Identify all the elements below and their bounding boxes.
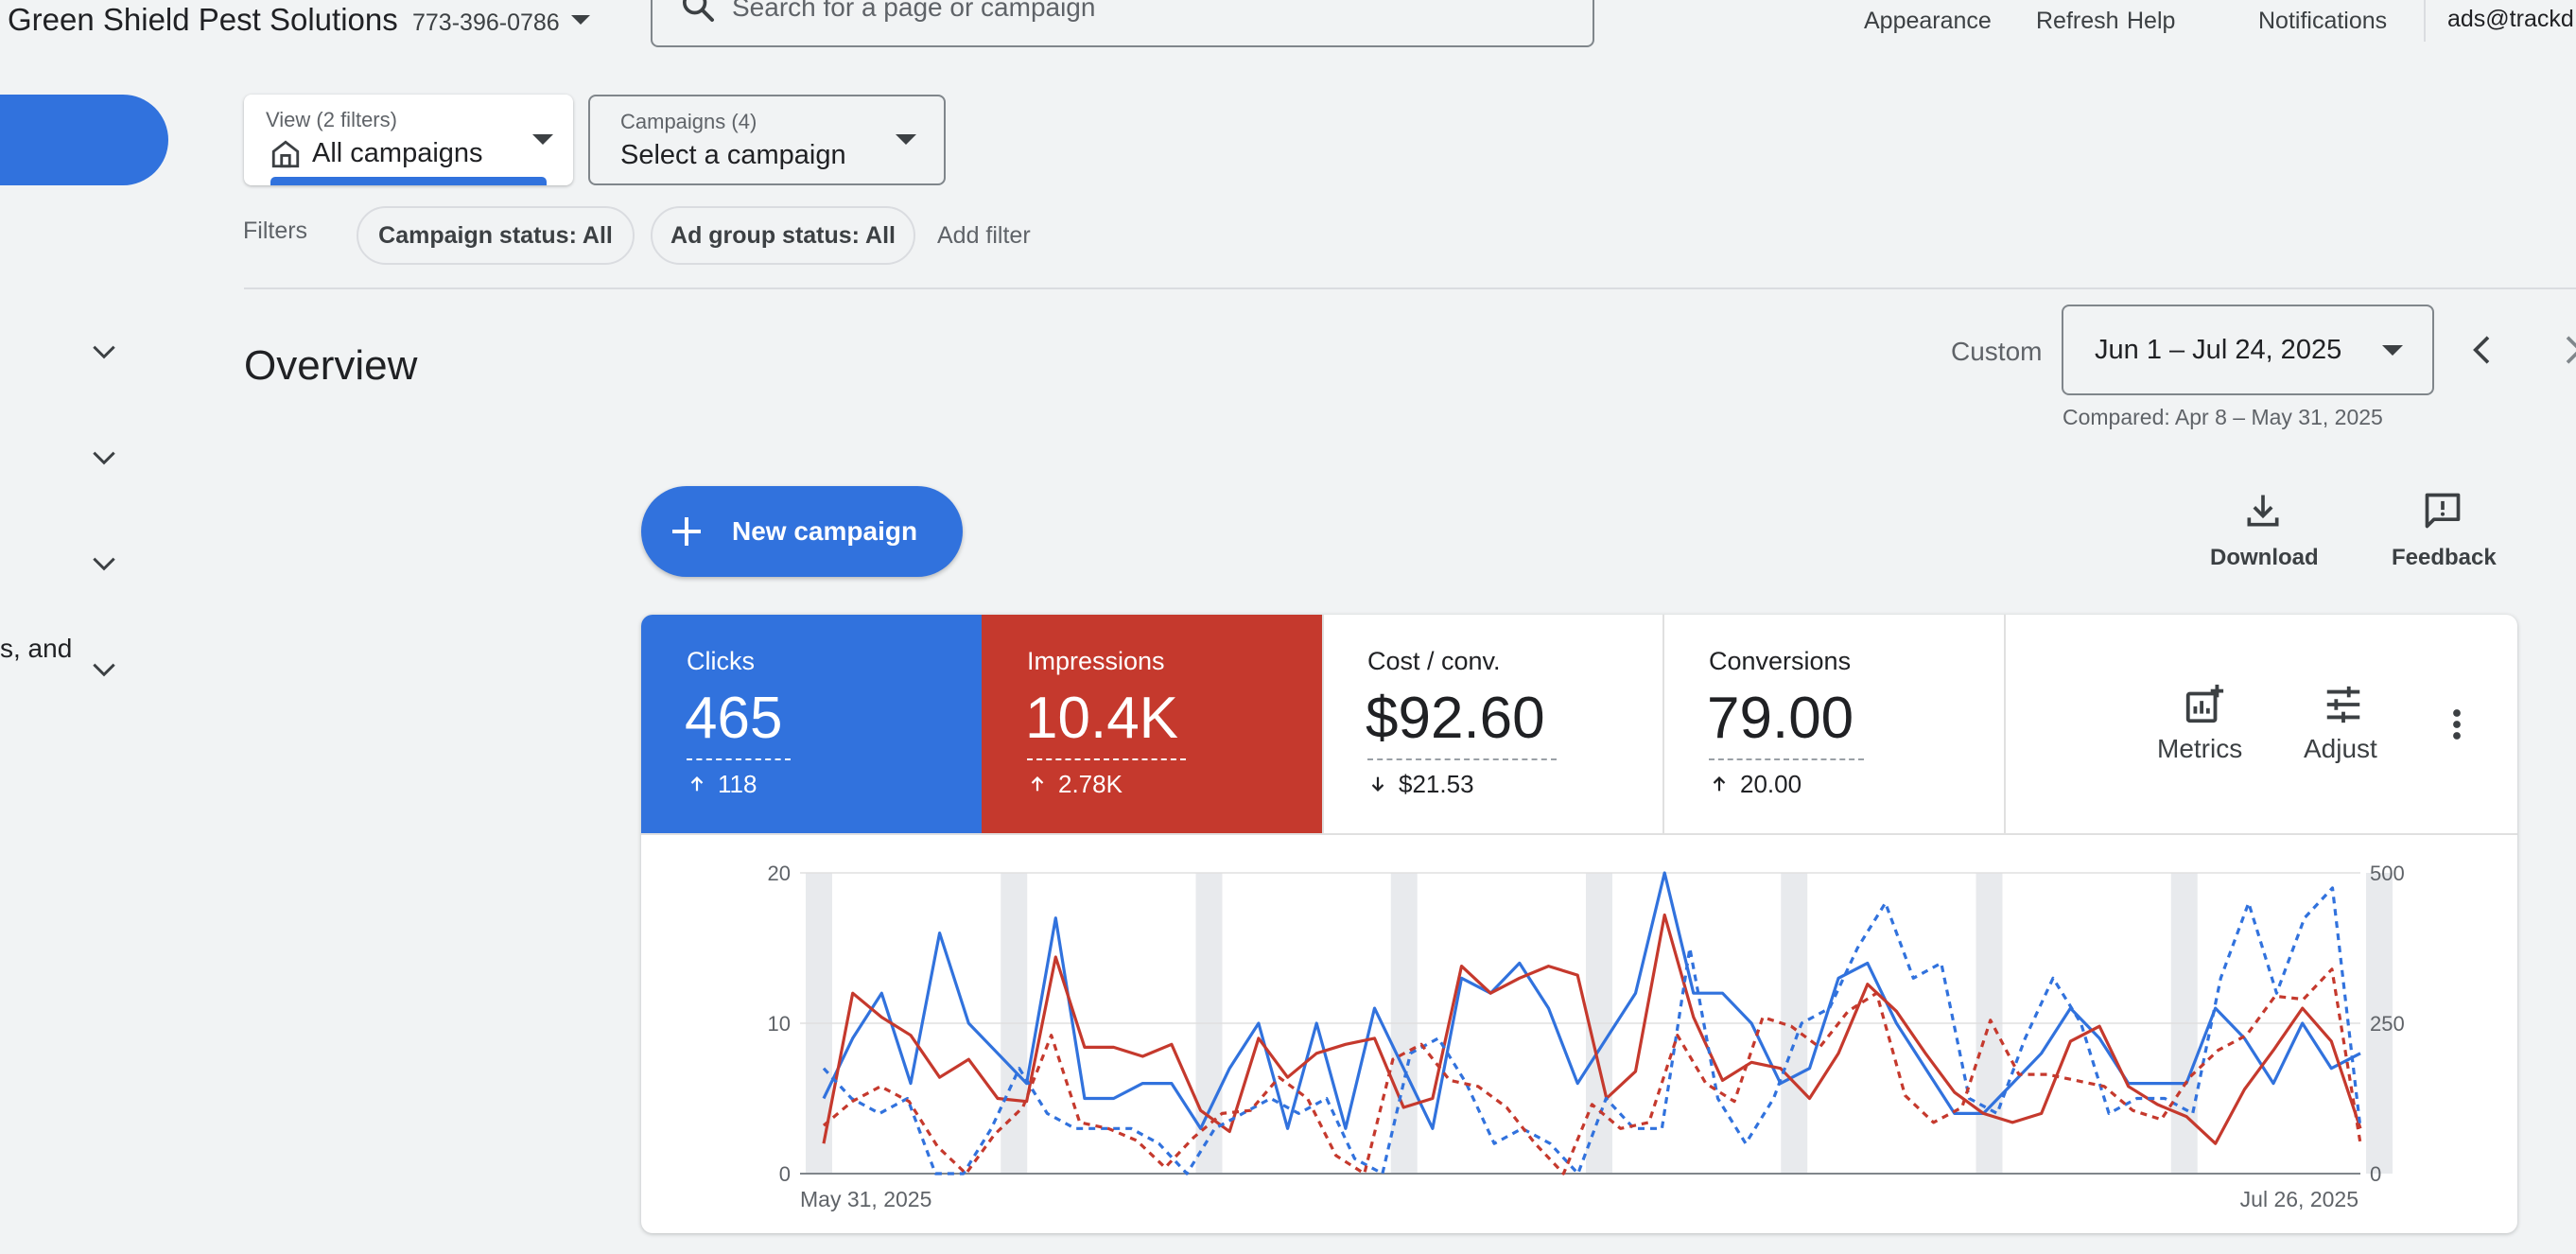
series-clicks-solid — [822, 871, 2361, 1130]
nav-help[interactable]: Help — [2127, 8, 2176, 34]
scorecard-delta: $21.53 — [1399, 770, 1474, 798]
series-impressions-solid — [822, 913, 2362, 1145]
search-icon — [683, 0, 714, 22]
sidebar-item-label[interactable]: s, and — [0, 634, 73, 663]
arrow-down-icon — [1371, 776, 1384, 792]
account-name: Green Shield Pest Solutions — [8, 2, 398, 37]
view-selector[interactable] — [244, 95, 573, 185]
divider — [1367, 758, 1557, 760]
feedback-icon[interactable] — [2422, 490, 2463, 531]
divider — [687, 758, 791, 760]
compared-range: Compared: Apr 8 – May 31, 2025 — [2063, 405, 2383, 429]
scorecard-label: Conversions — [1709, 647, 1852, 675]
date-range-value[interactable]: Jun 1 – Jul 24, 2025 — [2095, 335, 2342, 365]
plus-icon — [672, 517, 701, 546]
chart-series — [822, 871, 2362, 1176]
chevron-down-icon[interactable] — [89, 654, 119, 685]
left-axis-tick: 0 — [779, 1162, 791, 1186]
scorecard-value: 10.4K — [1025, 686, 1179, 751]
series-clicks-dashed — [822, 886, 2362, 1176]
chevron-left-icon[interactable] — [2464, 331, 2502, 369]
left-axis-tick: 10 — [768, 1012, 791, 1036]
divider — [641, 833, 2517, 835]
search-input[interactable] — [651, 0, 1594, 47]
divider — [2004, 615, 2006, 834]
divider — [2424, 0, 2426, 42]
account-phone[interactable]: 773-396-0786 — [412, 9, 560, 36]
chevron-down-icon[interactable] — [89, 549, 119, 579]
tune-icon[interactable] — [2322, 683, 2365, 726]
filter-chip-campaign-status[interactable]: Campaign status: All — [357, 206, 635, 265]
page-title: Overview — [244, 342, 418, 389]
sidebar-active-item[interactable] — [0, 95, 168, 185]
metrics-button[interactable]: Metrics — [2157, 734, 2243, 763]
date-range-selector[interactable] — [2062, 305, 2434, 395]
scorecard-delta: 118 — [718, 770, 757, 798]
campaign-value[interactable]: Select a campaign — [620, 140, 846, 170]
download-button[interactable]: Download — [2210, 545, 2319, 570]
campaign-selector[interactable] — [588, 95, 946, 185]
chevron-down-icon[interactable] — [896, 134, 916, 145]
scorecard-label: Impressions — [1027, 647, 1165, 675]
divider — [1322, 615, 1324, 834]
scorecard-impressions[interactable] — [982, 615, 1322, 834]
nav-appearance[interactable]: Appearance — [1864, 8, 1992, 34]
weekend-bands — [806, 873, 2393, 1174]
x-axis-start-label: May 31, 2025 — [800, 1187, 931, 1211]
scorecard-clicks[interactable] — [641, 615, 982, 834]
series-impressions-dashed — [822, 967, 2362, 1176]
download-icon[interactable] — [2242, 490, 2284, 531]
feedback-button[interactable]: Feedback — [2392, 545, 2497, 570]
view-active-indicator — [270, 177, 547, 185]
nav-notifications[interactable]: Notifications — [2258, 8, 2388, 34]
add-filter-button[interactable]: Add filter — [937, 222, 1031, 249]
scorecard-label: Cost / conv. — [1367, 647, 1501, 675]
scorecard-value: 79.00 — [1707, 686, 1854, 751]
divider — [1662, 615, 1664, 834]
divider — [1709, 758, 1864, 760]
chevron-down-icon[interactable] — [89, 337, 119, 367]
add-chart-icon[interactable] — [2183, 683, 2226, 726]
nav-refresh[interactable]: Refresh — [2036, 8, 2119, 34]
performance-chart: 0 10 20 0 250 500 May 31, 2025 Jul 26, 2… — [768, 862, 2405, 1211]
chevron-down-icon[interactable] — [2382, 345, 2403, 356]
scorecard-delta: 20.00 — [1740, 770, 1802, 798]
x-axis-end-label: Jul 26, 2025 — [2240, 1187, 2358, 1211]
right-axis-tick: 250 — [2370, 1012, 2405, 1036]
arrow-up-icon — [690, 776, 704, 792]
chart-grid — [800, 872, 2360, 1175]
right-axis-tick: 0 — [2370, 1162, 2381, 1186]
filters-label: Filters — [243, 218, 308, 244]
building-icon — [271, 140, 300, 168]
view-filter-count: View (2 filters) — [266, 108, 397, 131]
scorecard-label: Clicks — [687, 647, 755, 675]
scorecard-value: $92.60 — [1366, 686, 1545, 751]
weekend-band — [2366, 873, 2393, 1174]
adjust-button[interactable]: Adjust — [2304, 734, 2377, 763]
date-range-type: Custom — [1951, 337, 2043, 366]
chevron-down-icon[interactable] — [89, 443, 119, 473]
arrow-up-icon — [1031, 776, 1044, 792]
account-email[interactable]: ads@trackd — [2447, 6, 2574, 32]
chevron-down-icon[interactable] — [571, 15, 590, 25]
right-axis-tick: 500 — [2370, 862, 2405, 885]
new-campaign-label[interactable]: New campaign — [732, 516, 918, 546]
divider — [244, 287, 2576, 289]
scorecard-value: 465 — [685, 686, 783, 751]
chevron-right-icon[interactable] — [2553, 331, 2576, 369]
left-axis-tick: 20 — [768, 862, 791, 885]
campaign-count: Campaigns (4) — [620, 110, 757, 133]
scorecard-delta: 2.78K — [1058, 770, 1123, 798]
chevron-down-icon[interactable] — [532, 134, 553, 145]
divider — [1027, 758, 1186, 760]
search-placeholder[interactable]: Search for a page or campaign — [732, 0, 1096, 22]
arrow-up-icon — [1713, 776, 1726, 792]
more-vert-icon[interactable] — [2451, 707, 2463, 741]
view-value[interactable]: All campaigns — [312, 138, 483, 168]
filter-chip-ad-group-status[interactable]: Ad group status: All — [651, 206, 915, 265]
